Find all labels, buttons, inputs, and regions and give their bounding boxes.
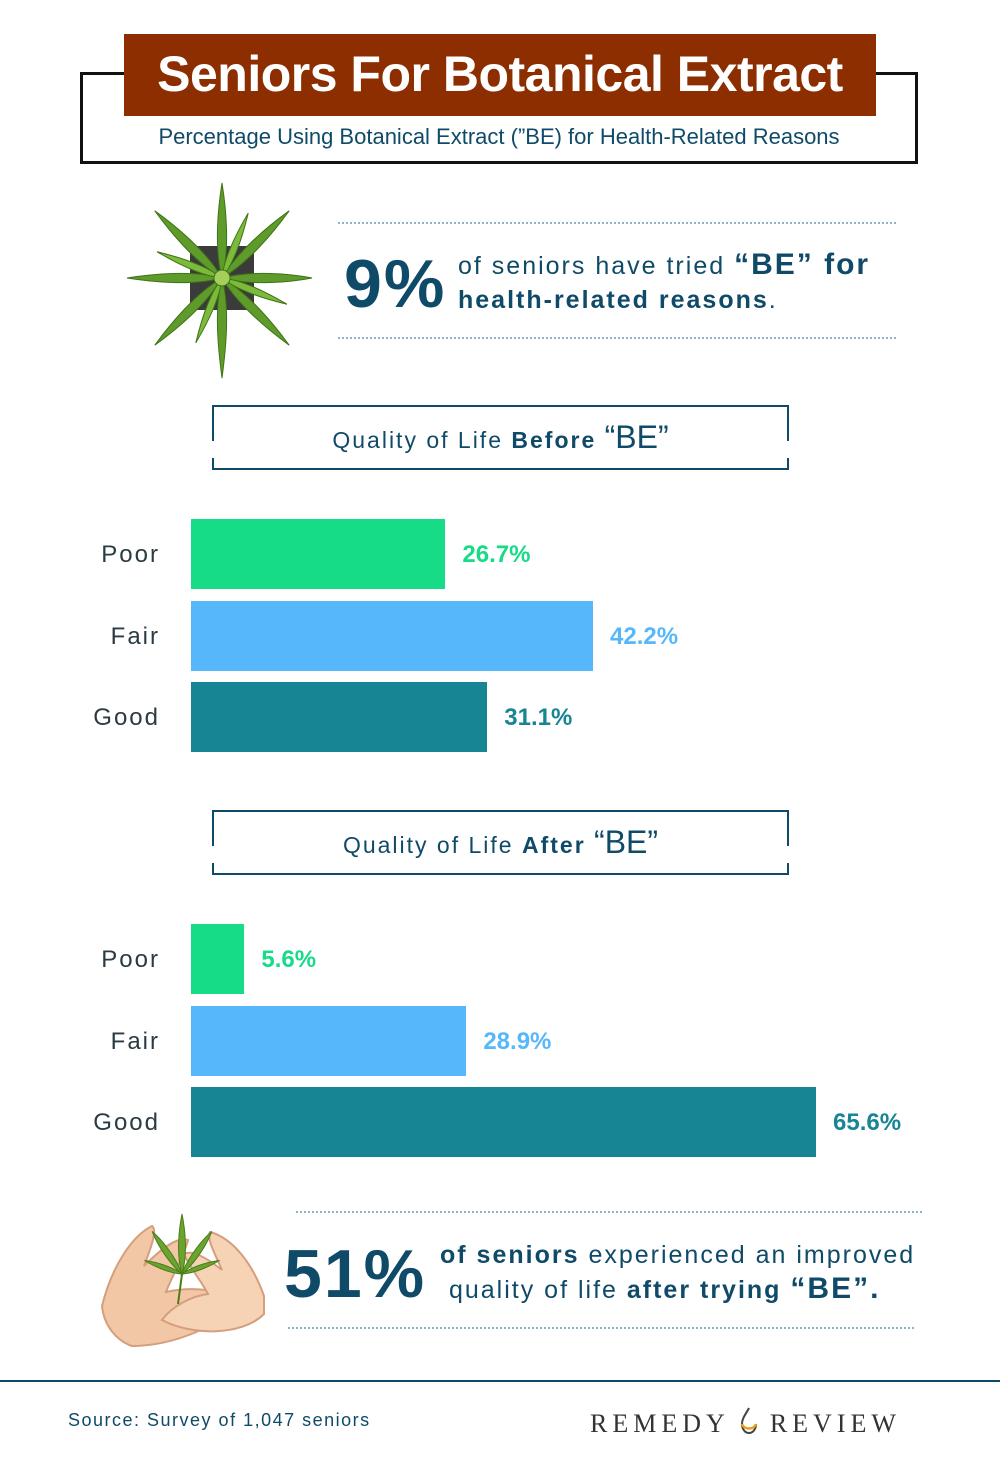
stat-bottom-line1: experienced an improved xyxy=(588,1241,916,1269)
stat-bottom-text: of seniors experienced an improved quali… xyxy=(440,1238,980,1307)
stat-bottom-line2-bold: after trying xyxy=(626,1276,782,1304)
divider-line xyxy=(338,337,896,339)
section-title-before-be: “BE” xyxy=(604,419,669,455)
brand-right: REVIEW xyxy=(769,1409,901,1438)
section-title-before-bold: Before xyxy=(511,427,597,453)
bar-value-label: 5.6% xyxy=(261,946,317,973)
bar-value-label: 42.2% xyxy=(610,622,679,650)
section-title-after-be: “BE” xyxy=(594,824,659,860)
brand-logo: REMEDY REVIEW xyxy=(590,1406,901,1439)
stat-top-text: of seniors have tried “BE” for health-re… xyxy=(458,248,918,317)
footer-rule xyxy=(0,1380,1000,1382)
category-label: Fair xyxy=(110,1027,160,1055)
cannabis-plant-icon xyxy=(126,182,313,379)
category-label: Fair xyxy=(110,622,160,650)
section-title-after-plain: Quality of Life xyxy=(342,832,514,858)
bar-fair xyxy=(191,1005,467,1076)
stat-top-period: . xyxy=(768,286,778,314)
bar-good xyxy=(191,682,488,752)
bar-value-label: 28.9% xyxy=(483,1027,552,1055)
stat-bottom-line1-bold: of seniors xyxy=(440,1241,580,1269)
bar-poor xyxy=(191,519,446,589)
divider-line xyxy=(338,222,896,224)
drop-icon xyxy=(741,1407,758,1435)
section-title-after-bold: After xyxy=(521,832,586,858)
stat-bottom-line2: quality of life xyxy=(448,1276,618,1304)
bar-value-label: 31.1% xyxy=(504,704,573,731)
stat-top-percent: 9% xyxy=(344,246,447,322)
page-subtitle: Percentage Using Botanical Extract (”BE)… xyxy=(158,124,840,149)
bar-fair xyxy=(191,600,594,671)
category-label: Poor xyxy=(101,946,160,973)
bar-value-label: 26.7% xyxy=(462,541,531,568)
stat-top-line2: health-related reasons xyxy=(458,286,769,314)
brand-left: REMEDY xyxy=(590,1409,729,1438)
divider-line xyxy=(296,1211,922,1213)
bar-poor xyxy=(191,924,245,994)
page-title: Seniors For Botanical Extract xyxy=(124,34,876,116)
section-title-before-plain: Quality of Life xyxy=(332,427,503,453)
stat-top-be: “BE” for xyxy=(734,248,871,281)
divider-line xyxy=(288,1327,914,1329)
bar-good xyxy=(191,1087,816,1157)
hands-holding-leaf-icon xyxy=(100,1213,265,1348)
stat-bottom-percent: 51% xyxy=(284,1236,427,1312)
category-label: Poor xyxy=(101,541,160,568)
stat-bottom-be: “BE”. xyxy=(790,1272,881,1305)
stat-top-line1: of seniors have tried xyxy=(458,252,726,280)
bar-value-label: 65.6% xyxy=(833,1109,902,1136)
section-title-after: Quality of Life After “BE” xyxy=(212,810,789,875)
source-note: Source: Survey of 1,047 seniors xyxy=(68,1410,371,1430)
section-title-before: Quality of Life Before “BE” xyxy=(212,405,789,470)
category-label: Good xyxy=(93,704,160,731)
category-label: Good xyxy=(93,1109,160,1136)
